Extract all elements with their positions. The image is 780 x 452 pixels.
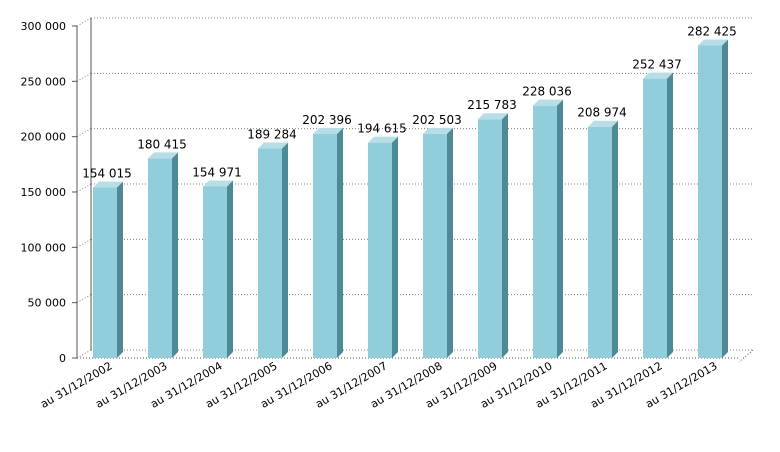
- bar-side: [722, 39, 728, 358]
- side-wall-gridline: [76, 238, 92, 248]
- bar: [258, 142, 288, 358]
- bar-front: [423, 133, 447, 358]
- data-label: 282 425: [687, 24, 737, 38]
- bar-side: [612, 120, 618, 358]
- bar-side: [667, 72, 673, 358]
- bar-front: [313, 134, 337, 358]
- bar-top: [533, 99, 563, 106]
- bar-front: [478, 119, 502, 358]
- bar-top: [423, 127, 453, 134]
- y-tick-label: 0: [59, 352, 66, 365]
- bar-side: [447, 127, 453, 358]
- data-label: 194 615: [357, 122, 407, 136]
- y-tick-label: 300 000: [21, 20, 67, 33]
- bar-side: [172, 152, 178, 358]
- y-tick-label: 50 000: [28, 297, 67, 310]
- side-wall-gridline: [76, 294, 92, 304]
- side-wall-gridline: [76, 17, 92, 27]
- y-axis: 0 50 000 100 000 150 000 200 000 250 000 300 0…: [21, 20, 78, 365]
- bar: [698, 39, 728, 358]
- bar: [423, 127, 453, 358]
- bar-top: [258, 142, 288, 149]
- bar-top: [478, 113, 508, 120]
- data-label: 215 783: [467, 98, 517, 112]
- bar-front: [533, 105, 557, 358]
- data-label: 202 396: [302, 113, 352, 127]
- bar-front: [698, 45, 722, 358]
- bar-side: [392, 136, 398, 358]
- bar: [533, 99, 563, 358]
- data-label: 154 971: [192, 165, 242, 179]
- gridlines: [76, 17, 754, 363]
- bar: [93, 181, 123, 358]
- bar: [588, 120, 618, 358]
- bar-side: [282, 142, 288, 358]
- data-label: 208 974: [577, 106, 627, 120]
- bar: [643, 72, 673, 358]
- side-wall-gridline: [76, 183, 92, 193]
- data-labels: 154 015 180 415 154 971 189 284 202 396 194 6…: [82, 24, 737, 180]
- bar-side: [227, 180, 233, 358]
- bar-side: [502, 113, 508, 358]
- bar-top: [93, 181, 123, 188]
- data-label: 154 015: [82, 167, 132, 181]
- bars: [93, 39, 728, 358]
- floor-right-edge: [738, 349, 754, 363]
- bar-top: [643, 72, 673, 79]
- y-tick-label: 200 000: [21, 131, 67, 144]
- bar-side: [337, 128, 343, 358]
- bar: [313, 128, 343, 358]
- bar-top: [313, 128, 343, 135]
- bar-front: [643, 78, 667, 358]
- bar: [203, 180, 233, 358]
- y-tick-label: 100 000: [21, 241, 67, 254]
- side-wall-gridline: [76, 72, 92, 82]
- bar: [368, 136, 398, 358]
- bar-front: [93, 187, 117, 358]
- bar-top: [588, 120, 618, 127]
- bar-front: [258, 148, 282, 358]
- side-wall-gridline: [76, 349, 92, 359]
- bar-front: [148, 158, 172, 358]
- bar-front: [203, 186, 227, 358]
- bar-front: [588, 126, 612, 358]
- bar-top: [368, 136, 398, 143]
- y-tick-label: 250 000: [21, 75, 67, 88]
- bar-top: [148, 152, 178, 159]
- data-label: 189 284: [247, 128, 297, 142]
- side-wall-gridline: [76, 128, 92, 138]
- bar: [478, 113, 508, 358]
- bar: [148, 152, 178, 358]
- data-label: 228 036: [522, 85, 572, 99]
- data-label: 252 437: [632, 58, 682, 72]
- y-tick-label: 150 000: [21, 186, 67, 199]
- bar-top: [203, 180, 233, 187]
- bar-front: [368, 142, 392, 358]
- bar-top: [698, 39, 728, 46]
- data-label: 202 503: [412, 113, 462, 127]
- bar-side: [117, 181, 123, 358]
- bar-side: [557, 99, 563, 358]
- data-label: 180 415: [137, 137, 187, 151]
